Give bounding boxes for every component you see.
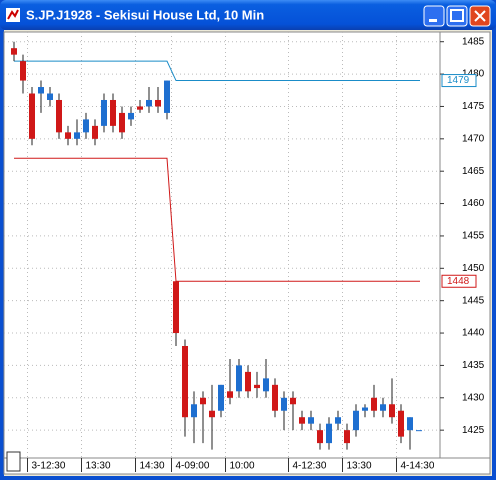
candle-body bbox=[146, 99, 152, 107]
y-tick-label: 1460 bbox=[462, 198, 485, 209]
candle-body bbox=[173, 281, 179, 334]
candle-body bbox=[416, 430, 422, 432]
close-button[interactable] bbox=[469, 5, 491, 27]
y-tick-label: 1440 bbox=[462, 328, 485, 339]
candle-body bbox=[227, 391, 233, 398]
x-tick-label: 4-14:30 bbox=[401, 461, 435, 472]
candle-body bbox=[38, 87, 44, 94]
x-tick-label: 3-12:30 bbox=[32, 461, 66, 472]
candle-body bbox=[272, 384, 278, 411]
candle-body bbox=[344, 430, 350, 444]
candle-body bbox=[290, 397, 296, 405]
chart: 1425 1430 1435 1440 1445 1450 1455 1460 1465 1470… bbox=[4, 32, 485, 472]
candle-body bbox=[182, 345, 188, 418]
app-icon bbox=[6, 8, 20, 22]
price-label: 1448 bbox=[447, 276, 470, 287]
candle-body bbox=[20, 61, 26, 81]
candle-body bbox=[74, 132, 80, 139]
y-tick-label: 1470 bbox=[462, 133, 485, 144]
candle-body bbox=[191, 404, 197, 418]
y-tick-label: 1445 bbox=[462, 295, 485, 306]
price-box bbox=[441, 274, 477, 288]
minimize-button[interactable] bbox=[423, 5, 445, 27]
candle-body bbox=[281, 397, 287, 411]
candle-body bbox=[83, 119, 89, 133]
price-box bbox=[441, 74, 477, 88]
window-title: S.JP.J1928 - Sekisui House Ltd, 10 Min bbox=[26, 7, 264, 22]
candle-body bbox=[407, 417, 413, 431]
corner-box[interactable] bbox=[6, 451, 21, 472]
y-tick-label: 1450 bbox=[462, 263, 485, 274]
candle-body bbox=[128, 112, 134, 120]
candle-body bbox=[362, 407, 368, 411]
candle-body bbox=[245, 371, 251, 392]
x-axis-panel bbox=[3, 457, 491, 475]
y-tick-label: 1435 bbox=[462, 360, 485, 371]
candle-body bbox=[209, 410, 215, 418]
x-tick-label: 13:30 bbox=[347, 461, 372, 472]
candle-body bbox=[218, 384, 224, 411]
candle-body bbox=[155, 99, 161, 107]
candle-body bbox=[29, 93, 35, 139]
candle-body bbox=[101, 99, 107, 126]
candle-body bbox=[389, 404, 395, 418]
candle-body bbox=[11, 48, 17, 55]
x-tick-label: 4-09:00 bbox=[176, 461, 210, 472]
y-tick-label: 1475 bbox=[462, 101, 485, 112]
price-label: 1479 bbox=[447, 75, 470, 86]
candle-body bbox=[200, 397, 206, 405]
y-axis-panel bbox=[439, 31, 491, 459]
candle-body bbox=[65, 132, 71, 139]
maximize-button[interactable] bbox=[446, 5, 468, 27]
title-bar bbox=[0, 0, 496, 30]
candle-body bbox=[371, 397, 377, 411]
candle-body bbox=[326, 423, 332, 444]
y-tick-label: 1485 bbox=[462, 36, 485, 47]
candle-body bbox=[398, 410, 404, 437]
x-tick-label: 14:30 bbox=[140, 461, 165, 472]
candle-body bbox=[353, 410, 359, 431]
candle-body bbox=[254, 384, 260, 389]
candle-body bbox=[137, 106, 143, 110]
candle-body bbox=[335, 417, 341, 424]
candle-body bbox=[92, 125, 98, 139]
candle-body bbox=[110, 99, 116, 126]
candle-body bbox=[236, 365, 242, 392]
y-tick-label: 1425 bbox=[462, 425, 485, 436]
candle-body bbox=[56, 99, 62, 133]
y-tick-label: 1465 bbox=[462, 166, 485, 177]
candle-body bbox=[263, 378, 269, 392]
candle-body bbox=[119, 112, 125, 133]
y-tick-label: 1455 bbox=[462, 231, 485, 242]
candle-body bbox=[47, 93, 53, 100]
candle-body bbox=[299, 417, 305, 424]
candle-body bbox=[380, 404, 386, 411]
candle-body bbox=[308, 417, 314, 424]
level-line bbox=[14, 157, 419, 282]
y-tick-label: 1430 bbox=[462, 392, 485, 403]
x-tick-label: 4-12:30 bbox=[293, 461, 327, 472]
candle-body bbox=[164, 80, 170, 113]
level-line bbox=[14, 60, 419, 82]
candle-body bbox=[317, 430, 323, 444]
x-tick-label: 13:30 bbox=[86, 461, 111, 472]
x-tick-label: 10:00 bbox=[230, 461, 255, 472]
